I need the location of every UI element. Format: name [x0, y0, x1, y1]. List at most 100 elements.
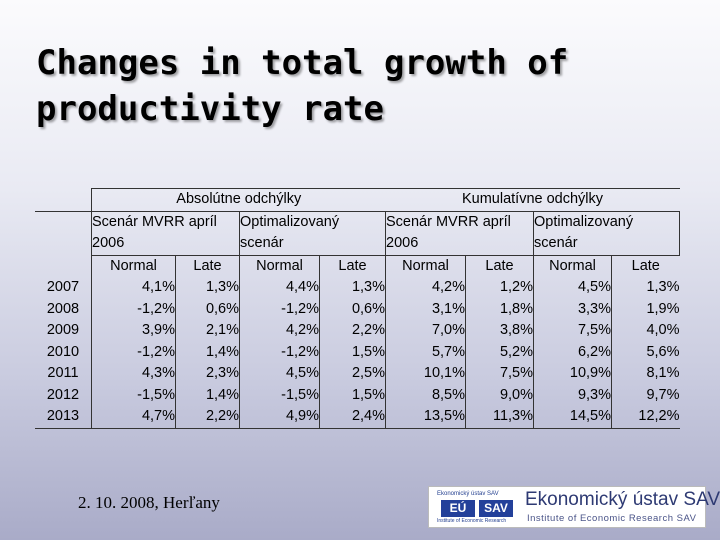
logo-subtitle: Institute of Economic Research SAV: [527, 513, 697, 524]
value-cell: 1,4%: [175, 341, 240, 363]
group-header-row: Absolútne odchýlky Kumulatívne odchýlky: [35, 188, 680, 212]
value-cell: 3,8%: [465, 320, 534, 342]
scenario-header: Scenár MVRR apríl 2006: [385, 211, 534, 256]
year-cell: 2008: [35, 298, 92, 320]
table-row: 2011 4,3% 2,3% 4,5% 2,5% 10,1% 7,5% 10,9% 8,1%: [35, 363, 680, 385]
value-cell: 9,7%: [646, 386, 680, 403]
table-row: 2013 4,7% 2,2% 4,9% 2,4% 13,5% 11,3% 14,5% 12,2%: [35, 406, 680, 429]
value-cell: 1,3%: [175, 277, 240, 299]
scenario-header-row: Scenár MVRR apríl 2006 Optimalizovaný sc…: [35, 210, 680, 256]
value-cell: 2,5%: [319, 363, 386, 385]
value-cell: 0,6%: [319, 298, 386, 320]
footer-date-place: 2. 10. 2008, Herľany: [78, 493, 220, 512]
value-cell: 4,5%: [239, 363, 320, 385]
scenario-header: Optimalizovaný scenár: [533, 211, 680, 256]
column-header-late: Late: [465, 255, 534, 277]
value-cell: 5,6%: [646, 343, 680, 360]
value-cell: 8,1%: [646, 365, 680, 381]
value-cell: 2,2%: [319, 320, 386, 342]
value-cell: 4,7%: [91, 406, 176, 429]
value-cell: 3,3%: [533, 298, 612, 320]
year-cell: 2009: [35, 320, 92, 342]
scenario-header: Scenár MVRR apríl 2006: [91, 211, 240, 256]
value-cell: 6,2%: [533, 341, 612, 363]
value-cell: 10,1%: [385, 363, 466, 385]
value-cell: 1,4%: [175, 384, 240, 406]
value-cell: -1,2%: [239, 298, 320, 320]
value-cell: 0,6%: [175, 298, 240, 320]
value-cell: 4,4%: [239, 277, 320, 299]
value-cell: 5,7%: [385, 341, 466, 363]
value-cell: 13,5%: [385, 406, 466, 429]
value-cell: 3,9%: [91, 320, 176, 342]
value-cell: 8,5%: [385, 384, 466, 406]
table-row: 2009 3,9% 2,1% 4,2% 2,2% 7,0% 3,8% 7,5% 4,0%: [35, 320, 680, 342]
value-cell: 5,2%: [465, 341, 534, 363]
value-cell: 9,3%: [533, 384, 612, 406]
logo-box-sav: SAV: [479, 500, 513, 517]
title-line-1: Changes in total growth of: [36, 43, 569, 83]
value-cell: 11,3%: [465, 406, 534, 429]
group-header-cumulative: Kumulatívne odchýlky: [385, 188, 680, 212]
productivity-table: Absolútne odchýlky Kumulatívne odchýlky …: [35, 188, 680, 429]
value-cell: 1,5%: [319, 341, 386, 363]
value-cell: 1,3%: [646, 279, 680, 295]
value-cell: 4,5%: [533, 277, 612, 299]
value-cell: 4,0%: [646, 322, 680, 338]
table-body: 2007 4,1% 1,3% 4,4% 1,3% 4,2% 1,2% 4,5% 1,3% 2008…: [35, 277, 680, 429]
column-header-row: Normal Late Normal Late Normal Late Norm…: [35, 255, 680, 277]
value-cell: 2,4%: [319, 406, 386, 429]
value-cell: 7,0%: [385, 320, 466, 342]
value-cell: 2,3%: [175, 363, 240, 385]
value-cell: 4,9%: [239, 406, 320, 429]
column-header-late: Late: [631, 257, 660, 274]
value-cell: 4,2%: [385, 277, 466, 299]
institute-logo: Ekonomický ústav SAV EÚ SAV Institute of…: [428, 486, 720, 528]
year-cell: 2007: [35, 277, 92, 299]
table-row: 2007 4,1% 1,3% 4,4% 1,3% 4,2% 1,2% 4,5% 1,3%: [35, 277, 680, 299]
value-cell: -1,2%: [239, 341, 320, 363]
column-header-late: Late: [319, 255, 386, 277]
value-cell: 2,2%: [175, 406, 240, 429]
scenario-header: Optimalizovaný scenár: [239, 211, 386, 256]
year-cell: 2013: [35, 406, 92, 429]
value-cell: 1,8%: [465, 298, 534, 320]
slide-title: Changes in total growth of productivity …: [36, 40, 696, 132]
value-cell: 2,1%: [175, 320, 240, 342]
value-cell: 4,2%: [239, 320, 320, 342]
value-cell: -1,2%: [91, 298, 176, 320]
year-cell: 2011: [35, 363, 92, 385]
value-cell: 1,3%: [319, 277, 386, 299]
value-cell: 12,2%: [611, 406, 680, 429]
value-cell: -1,5%: [91, 384, 176, 406]
logo-bottomline: Institute of Economic Research: [437, 518, 507, 524]
value-cell: 10,9%: [533, 363, 612, 385]
table-row: 2008 -1,2% 0,6% -1,2% 0,6% 3,1% 1,8% 3,3% 1,9%: [35, 298, 680, 320]
value-cell: 7,5%: [465, 363, 534, 385]
group-header-absolute: Absolútne odchýlky: [91, 188, 386, 212]
value-cell: 1,5%: [319, 384, 386, 406]
table-row: 2012 -1,5% 1,4% -1,5% 1,5% 8,5% 9,0% 9,3% 9,7%: [35, 384, 680, 406]
value-cell: 4,1%: [91, 277, 176, 299]
year-cell: 2012: [35, 384, 92, 406]
column-header-normal: Normal: [239, 255, 320, 277]
value-cell: 1,2%: [465, 277, 534, 299]
logo-mark: Ekonomický ústav SAV EÚ SAV Institute of…: [433, 490, 519, 524]
logo-topline: Ekonomický ústav SAV: [437, 491, 499, 497]
column-header-late: Late: [175, 255, 240, 277]
column-header-normal: Normal: [533, 255, 612, 277]
logo-box-eu: EÚ: [441, 500, 475, 517]
year-cell: 2010: [35, 341, 92, 363]
value-cell: 9,0%: [465, 384, 534, 406]
column-header-normal: Normal: [91, 255, 176, 277]
value-cell: 4,3%: [91, 363, 176, 385]
value-cell: -1,5%: [239, 384, 320, 406]
value-cell: -1,2%: [91, 341, 176, 363]
value-cell: 7,5%: [533, 320, 612, 342]
value-cell: 1,9%: [646, 300, 680, 317]
value-cell: 14,5%: [533, 406, 612, 429]
logo-name: Ekonomický ústav SAV: [525, 489, 720, 510]
table-row: 2010 -1,2% 1,4% -1,2% 1,5% 5,7% 5,2% 6,2% 5,6%: [35, 341, 680, 363]
column-header-normal: Normal: [385, 255, 466, 277]
title-line-2: productivity rate: [36, 89, 384, 129]
